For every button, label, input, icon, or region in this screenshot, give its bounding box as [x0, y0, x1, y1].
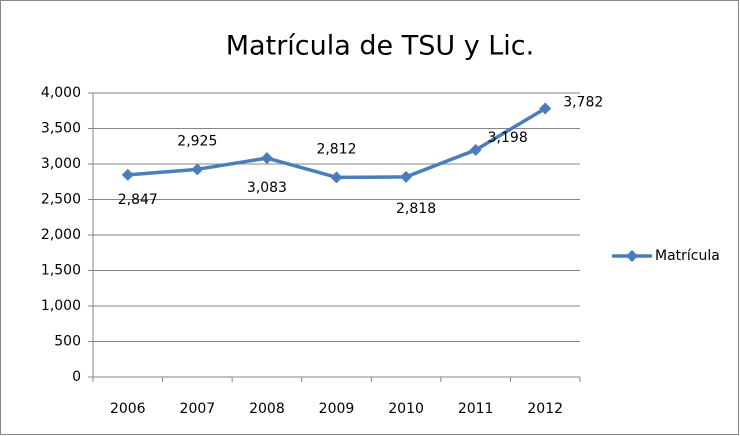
- y-tick-label: 4,000: [41, 85, 81, 101]
- legend-label: Matrícula: [655, 248, 720, 264]
- x-tick-label: 2009: [319, 401, 355, 417]
- data-point: [121, 168, 134, 181]
- data-label: 3,782: [563, 94, 603, 110]
- x-tick-label: 2012: [527, 401, 563, 417]
- data-point: [330, 171, 343, 184]
- chart-title: Matrícula de TSU y Lic.: [226, 31, 534, 62]
- y-tick-label: 1,000: [41, 298, 81, 314]
- x-tick-label: 2011: [458, 401, 494, 417]
- data-label: 3,083: [247, 180, 287, 196]
- data-label: 2,925: [177, 133, 217, 149]
- data-point: [469, 143, 482, 156]
- y-tick-label: 1,500: [41, 263, 81, 279]
- data-label: 2,818: [396, 201, 436, 217]
- data-point: [191, 163, 204, 176]
- x-tick-label: 2010: [388, 401, 424, 417]
- data-point: [260, 152, 273, 165]
- y-tick-label: 500: [54, 334, 81, 350]
- y-tick-label: 2,000: [41, 227, 81, 243]
- data-point: [400, 170, 413, 183]
- x-tick-label: 2006: [110, 401, 146, 417]
- x-tick-label: 2008: [249, 401, 285, 417]
- data-label: 2,847: [118, 192, 158, 208]
- data-label: 3,198: [488, 130, 528, 146]
- legend-marker: [626, 250, 638, 262]
- y-tick-label: 3,500: [41, 121, 81, 137]
- y-tick-label: 0: [72, 369, 81, 385]
- y-tick-label: 3,000: [41, 156, 81, 172]
- y-tick-label: 2,500: [41, 192, 81, 208]
- data-point: [539, 102, 552, 115]
- x-tick-label: 2007: [180, 401, 216, 417]
- data-label: 2,812: [316, 141, 356, 157]
